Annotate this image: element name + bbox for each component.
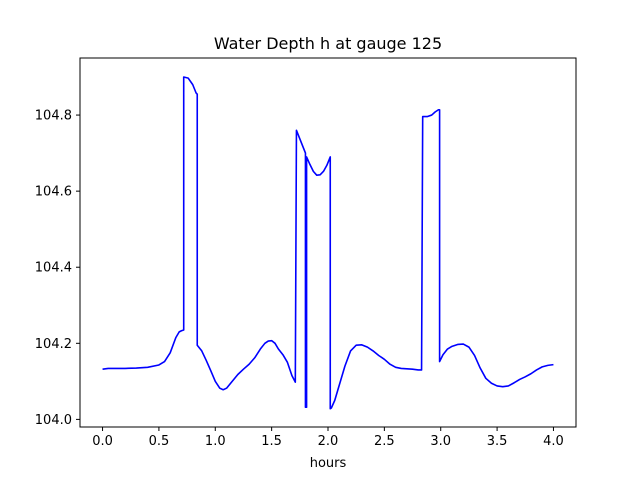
x-axis-label: hours: [310, 456, 347, 471]
series-line-0: [102, 76, 554, 410]
x-tick-label: 3.5: [487, 434, 508, 449]
x-tick-label: 0.0: [92, 434, 113, 449]
y-tick-label: 104.0: [35, 413, 72, 428]
x-tick-label: 2.5: [374, 434, 395, 449]
plot-area: 0.0 0.5 1.0 1.5 2.0 2.5 3.0 3.5 4.0 104.0 104.2 104…: [35, 57, 577, 449]
y-tick-label: 104.2: [35, 337, 72, 352]
x-tick-label: 4.0: [543, 434, 564, 449]
y-tick-label: 104.4: [35, 261, 72, 276]
y-tick-label: 104.8: [35, 109, 72, 124]
x-tick-label: 0.5: [149, 434, 170, 449]
x-tick-label: 1.5: [261, 434, 282, 449]
x-tick-label: 2.0: [318, 434, 339, 449]
y-tick-label: 104.6: [35, 185, 72, 200]
x-tick-label: 1.0: [205, 434, 226, 449]
x-tick-label: 3.0: [430, 434, 451, 449]
chart-title: Water Depth h at gauge 125: [214, 34, 442, 53]
